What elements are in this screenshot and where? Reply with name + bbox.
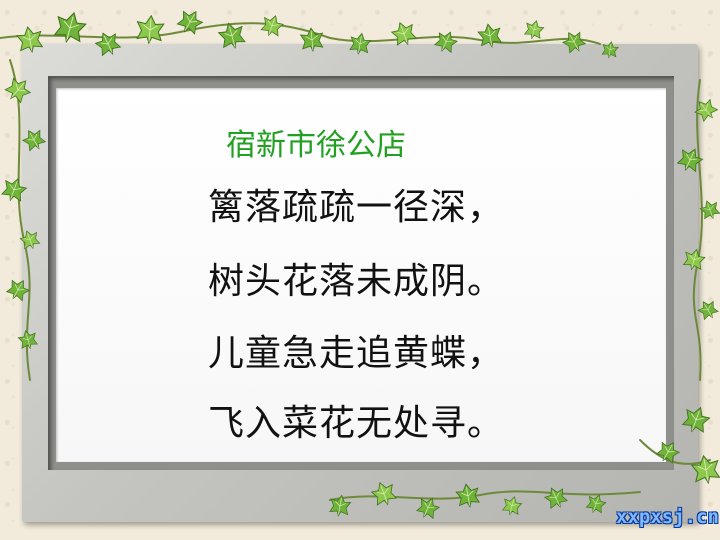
poem-panel	[56, 88, 666, 462]
ivy-leaf-icon	[136, 14, 165, 45]
ivy-leaf-icon	[699, 200, 720, 220]
ivy-leaf-icon	[523, 20, 545, 40]
ivy-leaf-icon	[53, 11, 87, 44]
poem-line-4: 飞入菜花无处寻。	[208, 403, 505, 444]
ivy-leaf-icon	[697, 300, 719, 321]
poem-line-2: 树头花落未成阴。	[208, 261, 505, 302]
ivy-leaf-icon	[260, 15, 284, 37]
poem-line-1: 篱落疏疏一径深，	[208, 187, 505, 228]
ivy-leaf-icon	[176, 10, 204, 35]
poem-title: 宿新市徐公店	[226, 128, 406, 163]
site-watermark: xxpxsj.cn	[616, 506, 719, 528]
poem-line-3: 儿童急走追黄蝶，	[208, 333, 505, 374]
